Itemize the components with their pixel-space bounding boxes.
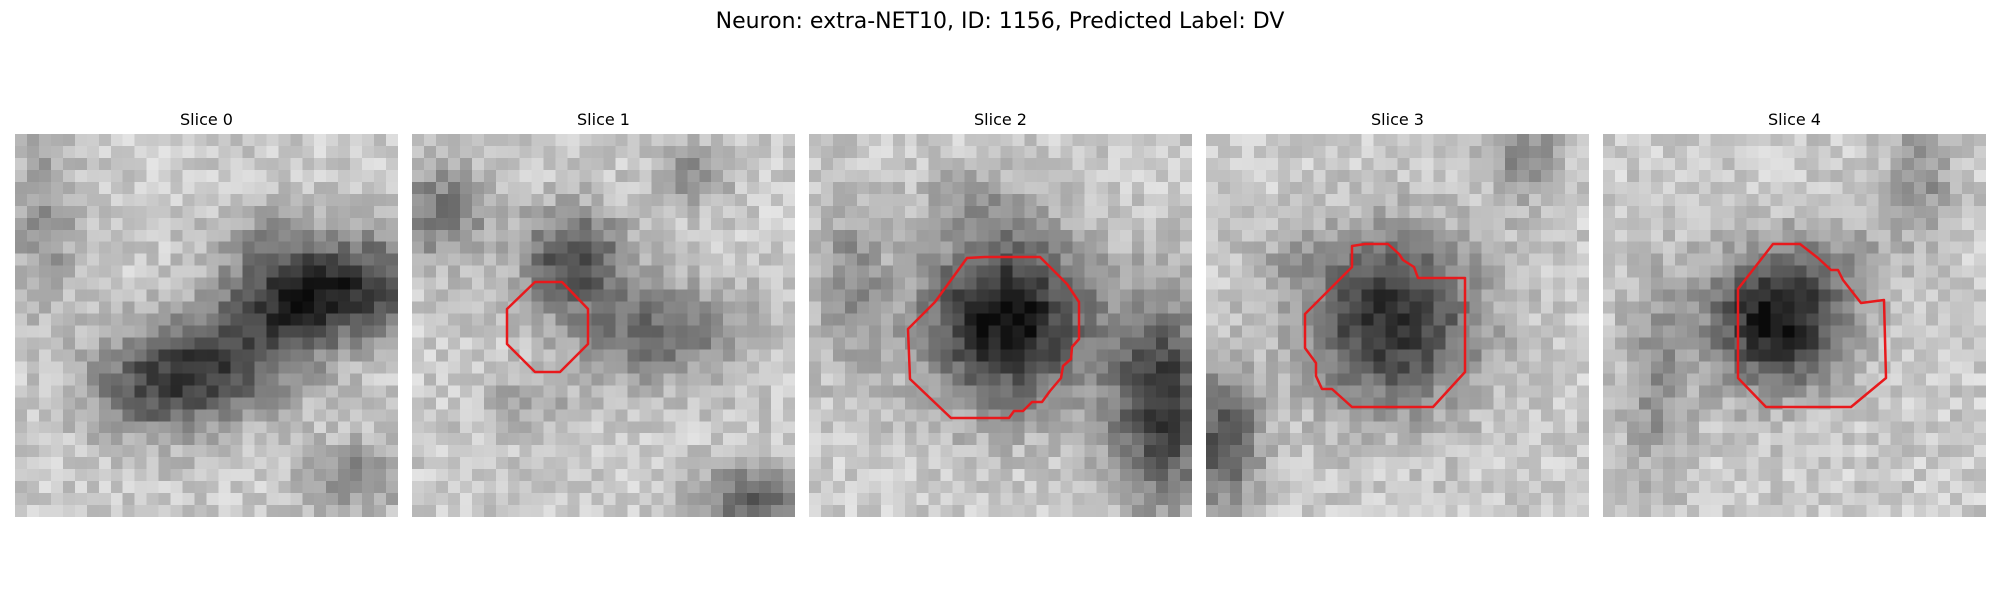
slice-panel-2: Slice 2	[809, 110, 1192, 517]
slice-overlay-2	[906, 255, 1081, 420]
slice-pixels-2	[809, 134, 1192, 517]
slice-image-1	[412, 134, 795, 517]
slice-panel-3: Slice 3	[1206, 110, 1589, 517]
slice-title-0: Slice 0	[180, 110, 233, 129]
slice-panel-0: Slice 0	[15, 110, 398, 517]
slice-image-0	[15, 134, 398, 517]
slice-panel-4: Slice 4	[1603, 110, 1986, 517]
slice-title-4: Slice 4	[1768, 110, 1821, 129]
slice-image-3	[1206, 134, 1589, 517]
slice-image-2	[809, 134, 1192, 517]
slice-title-3: Slice 3	[1371, 110, 1424, 129]
slice-pixels-1	[412, 134, 795, 517]
slice-image-4	[1603, 134, 1986, 517]
roi-contour-4	[1736, 242, 1888, 409]
roi-contour-2	[906, 255, 1081, 420]
slice-panel-1: Slice 1	[412, 110, 795, 517]
roi-contour-1	[505, 280, 590, 374]
slice-pixels-4	[1603, 134, 1986, 517]
slice-overlay-1	[505, 280, 590, 374]
figure-title: Neuron: extra-NET10, ID: 1156, Predicted…	[715, 9, 1285, 34]
slice-overlay-0	[15, 134, 398, 517]
slice-overlay-4	[1736, 242, 1888, 409]
slice-pixels-3	[1206, 134, 1589, 517]
slice-overlay-3	[1303, 242, 1467, 409]
slice-title-1: Slice 1	[577, 110, 630, 129]
roi-contour-3	[1303, 242, 1467, 409]
slice-title-2: Slice 2	[974, 110, 1027, 129]
slice-pixels-0	[15, 134, 398, 517]
